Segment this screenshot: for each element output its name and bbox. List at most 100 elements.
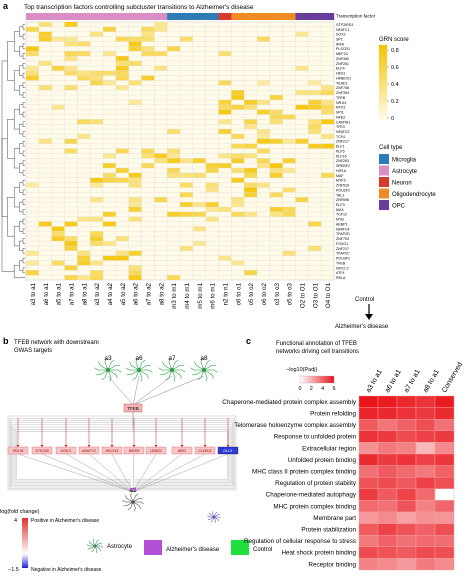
network-edge <box>133 454 228 492</box>
tf-label: ZNF217 <box>336 247 349 251</box>
heatmap-cell <box>65 85 78 90</box>
heatmap-cell <box>206 163 219 168</box>
panel-c: c Functional annotation of TFEB networks… <box>222 336 464 570</box>
panel-a-title: Top transcription factors controlling su… <box>24 4 254 11</box>
tf-label: AEBP1 <box>336 222 348 226</box>
heatmap-cell <box>180 192 193 197</box>
negative-label: Negative in Alzheimer's disease <box>31 567 102 573</box>
heatmap-cell <box>116 256 129 261</box>
heatmap-cell <box>244 168 257 173</box>
padj-tick-label: 2 <box>310 386 313 392</box>
network-edge <box>133 376 139 405</box>
annotation-cell <box>359 489 378 501</box>
fold-change-legend: log(fold change) 4 −1.5 Positive in Alzh… <box>0 509 102 573</box>
tf-label: TCF4 <box>336 135 345 139</box>
heatmap-cell <box>26 51 39 56</box>
heatmap-cell <box>90 32 103 37</box>
heatmap-cell <box>270 163 283 168</box>
heatmap-cell <box>244 173 257 178</box>
heatmap-cell <box>116 85 129 90</box>
network-edge <box>108 376 133 405</box>
annotation-cell <box>435 396 454 408</box>
tf-label: POU2F2 <box>336 188 350 192</box>
heatmap-cell <box>77 71 90 76</box>
heatmap-cell <box>257 100 270 105</box>
transition-label: a8 to a2 <box>158 282 165 305</box>
target-node-label: STK32B <box>35 449 49 453</box>
padj-colorbar <box>300 376 334 383</box>
tf-label: NR1I3 <box>336 101 346 105</box>
heatmap-cell <box>283 139 296 144</box>
grn-legend: GRN score 0.80.60.40.20 <box>379 37 409 122</box>
edge-arrowhead <box>88 445 91 447</box>
heatmap-cell <box>77 119 90 124</box>
legend-ad-label: Alzheimer's disease <box>166 547 220 553</box>
heatmap-cell <box>65 71 78 76</box>
cell-type-bar-segment <box>39 13 52 20</box>
annotation-cell <box>397 442 416 454</box>
heatmap-cell <box>257 183 270 188</box>
edge-arrowhead <box>111 445 114 447</box>
heatmap-cell <box>26 27 39 32</box>
heatmap-cell <box>103 178 116 183</box>
heatmap-cell <box>270 119 283 124</box>
heatmap-cell <box>26 270 39 275</box>
annotation-cell <box>435 535 454 547</box>
heatmap-cell <box>321 90 334 95</box>
heatmap-cell <box>244 124 257 129</box>
transition-label: O4 to O1 <box>325 282 332 308</box>
heatmap-cell <box>321 119 334 124</box>
cell-type-bar-segment <box>283 13 296 20</box>
tf-label: MYB <box>336 218 344 222</box>
heatmap-cell <box>296 197 309 202</box>
heatmap-cell <box>283 168 296 173</box>
heatmap-cell <box>283 251 296 256</box>
transition-label: o5 to o2 <box>248 282 255 305</box>
padj-tick-label: 6 <box>332 386 335 392</box>
transition-label: a5 to a1 <box>56 282 63 305</box>
cell-type-bar <box>26 13 334 20</box>
tf-label: SOX2 <box>336 33 346 37</box>
annotation-cell <box>378 524 397 536</box>
heatmap-cell <box>167 212 180 217</box>
heatmap-cell <box>308 119 321 124</box>
heatmap-cell <box>244 212 257 217</box>
heatmap-cell <box>270 114 283 119</box>
tf-label: ZNF460 <box>336 57 349 61</box>
heatmap-cell <box>77 41 90 46</box>
heatmap-cell <box>270 192 283 197</box>
heatmap-cell <box>231 105 244 110</box>
heatmap-cell <box>129 270 142 275</box>
tf-label: PLSCR1 <box>336 47 350 51</box>
heatmap-cell <box>103 222 116 227</box>
annotation-cell <box>397 396 416 408</box>
heatmap-cell <box>90 270 103 275</box>
tf-label: TAL1 <box>336 193 344 197</box>
heatmap-cell <box>308 105 321 110</box>
transition-label: a4 to a2 <box>107 282 114 305</box>
tf-label: TCF12 <box>336 213 347 217</box>
heatmap-cell <box>65 139 78 144</box>
panel-b-letter: b <box>3 336 9 346</box>
target-node-label: ANKFY2 <box>81 449 96 453</box>
heatmap-cell <box>65 37 78 42</box>
padj-tick-label: 4 <box>321 386 324 392</box>
cell-type-swatch <box>379 166 389 176</box>
tf-header: Transcription factor <box>336 14 376 19</box>
cell-type-bar-segment <box>52 13 65 20</box>
row-dendrogram <box>2 24 25 277</box>
padj-tick-label: 0 <box>298 386 301 392</box>
heatmap-cell <box>270 168 283 173</box>
heatmap-cell <box>142 32 155 37</box>
heatmap-cell <box>65 236 78 241</box>
heatmap-cell <box>116 66 129 71</box>
network-edge <box>16 412 133 480</box>
network-edge <box>42 454 133 492</box>
tf-label: NFATC4 <box>336 227 350 231</box>
heatmap-cell <box>77 261 90 266</box>
heatmap-cell <box>129 61 142 66</box>
annotation-cell <box>435 524 454 536</box>
heatmap-cell <box>219 51 232 56</box>
cell-type-legend: Cell type MicrogliaAstrocyteNeuronOligod… <box>379 145 436 210</box>
network-edge <box>133 376 204 405</box>
